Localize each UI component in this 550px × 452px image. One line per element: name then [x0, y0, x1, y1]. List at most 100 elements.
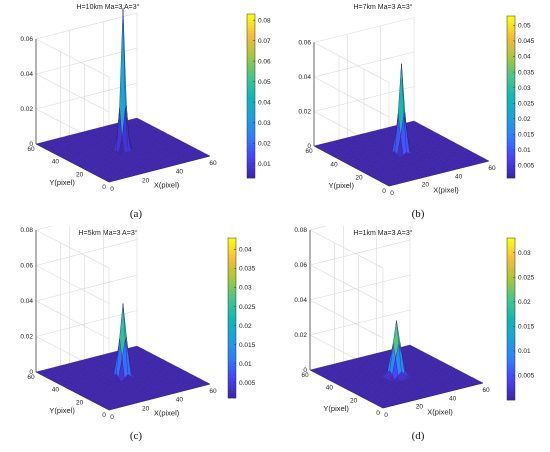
colorbar-segment — [228, 342, 236, 345]
y-tick-label: 0 — [382, 188, 386, 195]
colorbar-segment — [507, 262, 515, 266]
colorbar-segment — [507, 137, 515, 141]
chart-title: H=7km Ma=3 A=3° — [353, 3, 412, 11]
colorbar-segment — [507, 362, 515, 366]
x-tick-label: 40 — [176, 397, 184, 404]
colorbar-segment — [228, 302, 236, 305]
surface-plot-a: H=10km Ma=3 A=3° 0204060020406000.020.04… — [20, 3, 271, 220]
colorbar-tick-label: 0.025 — [239, 304, 256, 311]
y-tick-label: 20 — [350, 397, 358, 404]
colorbar-tick-label: 0.005 — [518, 373, 535, 380]
x-axis-label: X(pixel) — [427, 407, 453, 416]
colorbar-segment — [507, 256, 515, 260]
x-axis-label: X(pixel) — [154, 409, 180, 418]
colorbar-segment — [228, 270, 236, 273]
colorbar-segment — [228, 374, 236, 377]
colorbar-segment — [228, 312, 236, 316]
colorbar-segment — [507, 373, 515, 376]
colorbar-tick-label: 0.015 — [239, 342, 256, 349]
colorbar-segment — [247, 24, 255, 28]
colorbar-segment — [507, 321, 515, 325]
colorbar-segment — [247, 96, 255, 100]
colorbar-segment — [247, 161, 255, 165]
colorbar-segment — [507, 337, 515, 341]
y-tick-label: 0 — [102, 184, 106, 191]
colorbar-segment — [507, 316, 515, 320]
gridline — [309, 239, 411, 266]
z-tick-label: 0.06 — [20, 36, 33, 43]
colorbar-segment — [247, 112, 255, 116]
gridline — [35, 310, 138, 337]
y-axis-label: Y(pixel) — [49, 178, 75, 187]
colorbar-segment — [507, 297, 515, 301]
colorbar-segment — [507, 238, 515, 241]
colorbar-tick-label: 0.03 — [258, 120, 271, 127]
colorbar-segment — [247, 93, 255, 97]
colorbar-segment — [507, 72, 515, 76]
colorbar-tick-label: 0.02 — [239, 323, 252, 330]
x-tick-label: 20 — [416, 404, 424, 411]
colorbar-segment — [228, 299, 236, 303]
y-tick-label: 0 — [102, 412, 106, 419]
x-tick-label: 0 — [110, 414, 114, 421]
colorbar-segment — [247, 38, 255, 42]
colorbar-segment — [247, 131, 255, 135]
x-tick-label: 60 — [482, 387, 490, 394]
colorbar-segment — [507, 164, 515, 168]
y-tick-label: 40 — [326, 385, 334, 392]
colorbar-segment — [228, 320, 236, 324]
colorbar-segment — [228, 256, 236, 260]
colorbar-segment — [247, 76, 255, 80]
colorbar-segment — [228, 339, 236, 343]
y-tick-label: 40 — [52, 387, 60, 394]
colorbar-segment — [507, 102, 515, 106]
colorbar-segment — [507, 313, 515, 317]
colorbar-segment — [247, 63, 255, 67]
colorbar-tick-label: 0.035 — [239, 266, 256, 273]
colorbar-tick-label: 0.015 — [518, 132, 535, 139]
colorbar-segment — [507, 113, 515, 117]
colorbar-segment — [507, 115, 515, 119]
colorbar-segment — [507, 329, 515, 333]
colorbar-tick-label: 0.02 — [518, 299, 531, 306]
colorbar-segment — [247, 109, 255, 113]
colorbar-segment — [247, 137, 255, 141]
x-tick-label: 40 — [449, 395, 457, 402]
z-tick-label: 0.04 — [20, 298, 33, 305]
colorbar-segment — [507, 246, 515, 250]
colorbar-segment — [228, 259, 236, 263]
colorbar-segment — [507, 24, 515, 28]
colorbar-segment — [228, 392, 236, 396]
colorbar-segment — [507, 43, 515, 46]
colorbar-segment — [228, 347, 236, 351]
colorbar-segment — [228, 334, 236, 337]
gridline — [313, 76, 390, 118]
gridline — [35, 265, 110, 304]
colorbar-segment — [507, 145, 515, 149]
z-tick-label: 0.04 — [298, 74, 311, 81]
colorbar-segment — [247, 139, 255, 143]
x-tick-label: 0 — [384, 412, 388, 419]
colorbar-segment — [247, 71, 255, 75]
colorbar-segment — [507, 386, 515, 390]
surface-cell — [482, 159, 490, 162]
colorbar-segment — [507, 265, 515, 268]
colorbar-tick-label: 0.005 — [518, 163, 535, 170]
surface-cell — [203, 154, 211, 158]
colorbar-segment — [507, 319, 515, 322]
colorbar-segment — [228, 328, 236, 332]
colorbar-segment — [228, 350, 236, 353]
colorbar-segment — [507, 292, 515, 295]
chart-title: H=1km Ma=3 A=3° — [353, 229, 412, 237]
colorbar-segment — [507, 129, 515, 133]
x-axis-label: X(pixel) — [433, 185, 459, 194]
colorbar-segment — [507, 359, 515, 363]
colorbar-tick-label: 0.01 — [518, 147, 531, 154]
colorbar-segment — [228, 278, 236, 281]
x-tick-label: 40 — [176, 169, 184, 176]
colorbar-segment — [507, 88, 515, 92]
y-axis-label: Y(pixel) — [323, 404, 349, 413]
colorbar-segment — [228, 371, 236, 375]
colorbar-segment — [228, 355, 236, 359]
colorbar-segment — [507, 18, 515, 22]
